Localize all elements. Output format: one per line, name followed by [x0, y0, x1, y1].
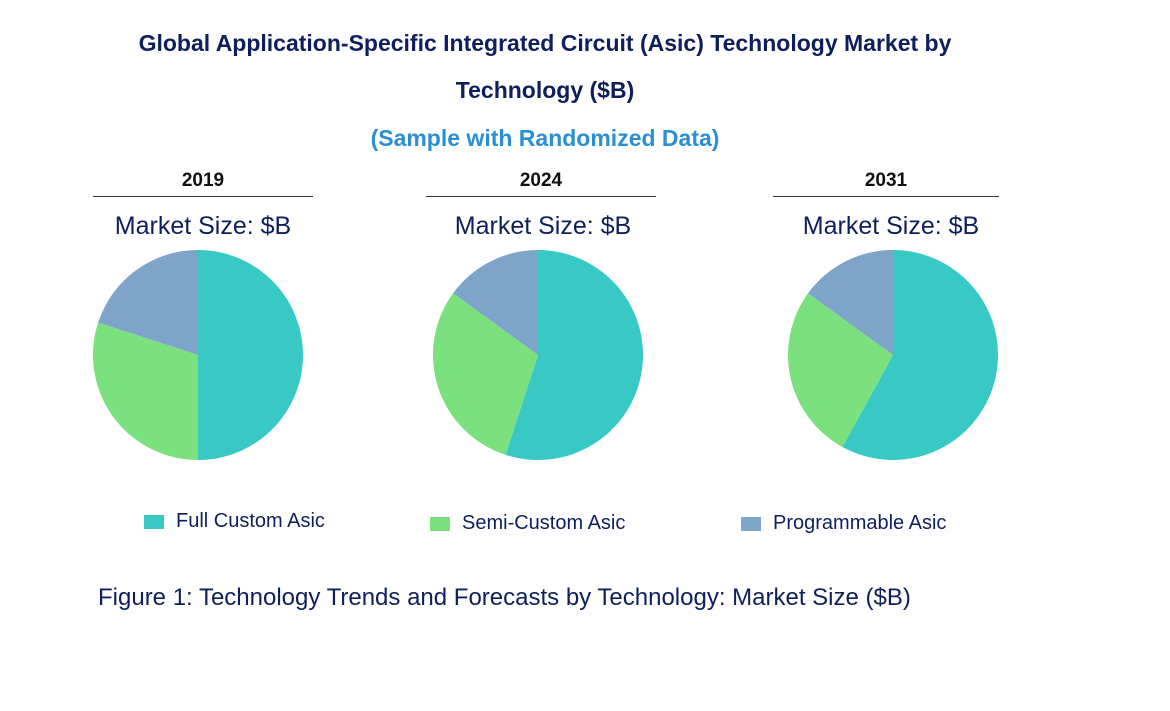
market-size-label-2019: Market Size: $B: [114, 212, 292, 240]
chart-title-line2: Technology ($B): [455, 77, 635, 103]
chart-subtitle: (Sample with Randomized Data): [370, 125, 720, 151]
legend-swatch: [741, 516, 761, 531]
market-size-label-2031: Market Size: $B: [802, 212, 980, 240]
legend-item-semi-custom: Semi-Custom Asic: [430, 512, 625, 535]
pie-slice-2031-semi-custom: [788, 293, 893, 448]
legend-item-programmable: Programmable Asic: [741, 512, 946, 535]
legend-label: Semi-Custom Asic: [462, 512, 626, 534]
market-size-label-2024: Market Size: $B: [454, 212, 632, 240]
pie-slice-2019-semi-custom: [92, 322, 198, 460]
pie-slice-2024-full-custom: [505, 250, 643, 460]
year-label-2019: 2019: [93, 170, 313, 197]
pie-slice-2031-full-custom: [842, 250, 998, 460]
legend-swatch: [430, 516, 450, 531]
chart-title-line1: Global Application-Specific Integrated C…: [138, 30, 952, 56]
legend-label: Full Custom Asic: [176, 510, 325, 532]
pie-slice-2019-full-custom: [198, 250, 303, 460]
pie-slice-2024-programmable: [453, 250, 538, 355]
legend-item-full-custom: Full Custom Asic: [144, 510, 325, 533]
year-label-2031: 2031: [773, 170, 999, 197]
legend-label: Programmable Asic: [773, 512, 947, 534]
figure-caption: Figure 1: Technology Trends and Forecast…: [98, 584, 911, 611]
pie-slice-2019-programmable: [98, 250, 198, 355]
pie-slice-2024-semi-custom: [433, 293, 538, 455]
legend-swatch: [144, 514, 164, 529]
year-label-2024: 2024: [426, 170, 656, 197]
pie-slice-2031-programmable: [808, 250, 893, 355]
